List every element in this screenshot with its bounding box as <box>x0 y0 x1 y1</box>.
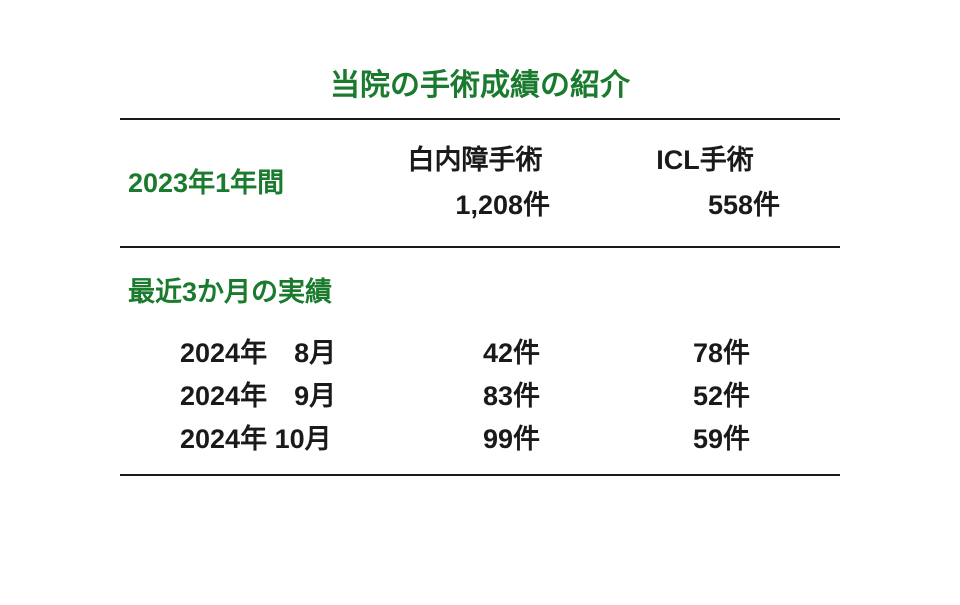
cataract-annual-value: 1,208件 <box>380 183 550 222</box>
table-row-cataract: 42件 <box>420 331 630 370</box>
page-title: 当院の手術成績の紹介 <box>120 60 840 118</box>
table-row-month: 2024年 9月 <box>120 374 420 413</box>
table-row-cataract: 99件 <box>420 417 630 456</box>
recent-section: 最近3か月の実績 2024年 8月 42件 78件 2024年 9月 83件 5… <box>120 248 840 474</box>
annual-col-cataract: 白内障手術 1,208件 <box>380 138 610 222</box>
recent-grid: 2024年 8月 42件 78件 2024年 9月 83件 52件 2024年 … <box>120 331 840 456</box>
table-row-icl: 52件 <box>630 374 840 413</box>
cataract-header: 白内障手術 <box>380 138 550 177</box>
recent-label: 最近3か月の実績 <box>120 270 840 309</box>
icl-header: ICL手術 <box>610 138 780 177</box>
icl-annual-value: 558件 <box>610 183 780 222</box>
annual-section: 2023年1年間 白内障手術 1,208件 ICL手術 558件 <box>120 120 840 246</box>
table-row-month: 2024年 8月 <box>120 331 420 370</box>
annual-col-icl: ICL手術 558件 <box>610 138 840 222</box>
table-row-icl: 59件 <box>630 417 840 456</box>
table-row-icl: 78件 <box>630 331 840 370</box>
divider-bottom <box>120 474 840 476</box>
table-row-cataract: 83件 <box>420 374 630 413</box>
annual-period-label: 2023年1年間 <box>120 161 380 200</box>
table-row-month: 2024年 10月 <box>120 417 420 456</box>
